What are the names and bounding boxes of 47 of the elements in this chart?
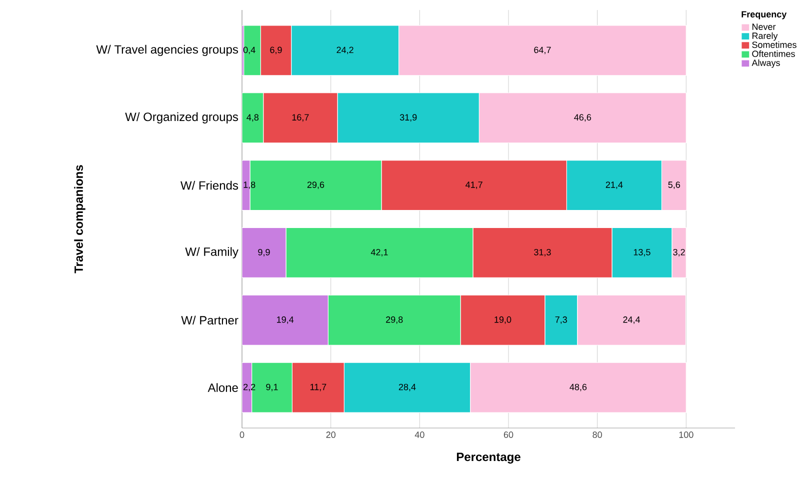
y-tick-label: W/ Organized groups	[125, 112, 238, 124]
data-label: 21,4	[606, 182, 623, 190]
legend-title: Frequency	[742, 11, 787, 20]
data-label: 11,7	[310, 384, 326, 392]
data-label: 19,4	[277, 316, 294, 324]
data-label: 13,5	[634, 248, 650, 256]
y-tick-label: W/ Travel agencies groups	[96, 44, 238, 56]
data-label: 9,1	[266, 384, 278, 392]
bar	[242, 227, 286, 278]
data-label: 41,7	[466, 182, 482, 189]
y-tick-label: Alone	[208, 383, 238, 392]
data-label: 28,4	[398, 384, 416, 392]
legend-label: Oftentimes	[752, 50, 795, 58]
data-label: 29,6	[307, 182, 324, 190]
data-label: 9,9	[258, 248, 270, 256]
y-tick-label: W/ Friends	[180, 180, 238, 190]
x-axis-title: Percentage	[456, 452, 520, 464]
legend-label: Never	[752, 24, 776, 30]
data-label: 29,8	[386, 316, 403, 324]
x-tick-label: 20	[326, 432, 336, 438]
data-label: 31,3	[534, 248, 551, 256]
data-label: 24,4	[623, 316, 640, 324]
data-label: 46,6	[574, 114, 592, 122]
x-tick-label: 40	[414, 432, 424, 438]
y-tick-label: W/ Family	[185, 247, 238, 258]
data-label: 64,7	[534, 46, 551, 54]
legend-label: Always	[752, 59, 780, 68]
y-tick-label: W/ Partner	[181, 316, 238, 325]
data-label: 31,9	[400, 114, 417, 122]
x-tick-label: 100	[679, 432, 694, 438]
x-tick-label: 60	[504, 432, 514, 438]
data-label: 5,6	[668, 182, 680, 190]
legend-label: Rarely	[752, 32, 778, 41]
x-tick-label: 0	[240, 432, 244, 438]
data-label: 3,2	[673, 248, 685, 256]
data-label: 19,0	[494, 316, 512, 324]
y-axis-title: Travel companions	[74, 165, 86, 274]
data-label: 7,3	[555, 316, 567, 324]
legend-label: Sometimes	[752, 41, 796, 48]
x-tick-label: 80	[592, 432, 602, 438]
data-label: 48,6	[570, 384, 587, 392]
data-label: 6,9	[270, 46, 282, 54]
data-label: 16,7	[292, 114, 309, 122]
bar	[242, 294, 328, 346]
data-label: 24,2	[336, 46, 354, 54]
data-label: 42,1	[370, 248, 388, 256]
data-label: 4,8	[246, 114, 259, 122]
